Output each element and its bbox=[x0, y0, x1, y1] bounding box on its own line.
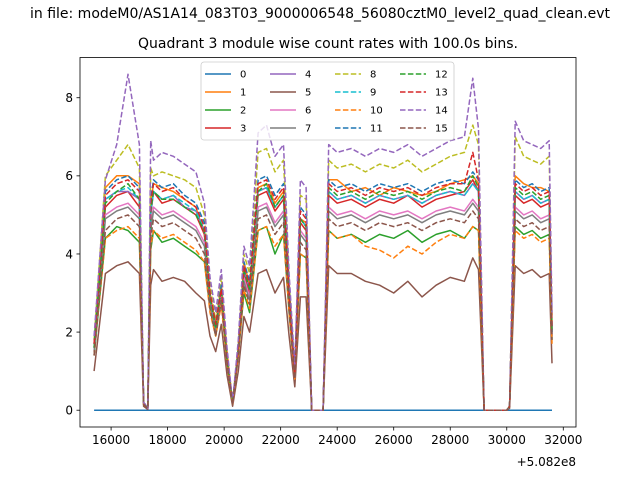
axes-frame bbox=[79, 57, 577, 428]
y-tick-label: 0 bbox=[65, 404, 73, 418]
legend-label-11: 11 bbox=[370, 124, 383, 135]
tick-layer: 16000 18000 20000 22000 24000 26000 28000 30000… bbox=[65, 91, 582, 447]
legend-label-4: 4 bbox=[305, 70, 311, 81]
x-tick-label: 32000 bbox=[544, 433, 582, 447]
x-tick-label: 22000 bbox=[262, 433, 300, 447]
y-tick-label: 8 bbox=[65, 91, 73, 105]
legend-label-0: 0 bbox=[240, 70, 246, 81]
x-tick-label: 20000 bbox=[205, 433, 243, 447]
figure-suptitle: in file: modeM0/AS1A14_083T03_9000006548… bbox=[29, 6, 610, 22]
series-15-line bbox=[93, 210, 553, 411]
x-tick-label: 18000 bbox=[149, 433, 187, 447]
legend-label-14: 14 bbox=[435, 106, 448, 117]
legend-frame bbox=[200, 61, 455, 141]
y-tick-label: 6 bbox=[65, 169, 73, 183]
x-tick-label: 28000 bbox=[431, 433, 469, 447]
x-tick-label: 16000 bbox=[92, 433, 130, 447]
y-tick-label: 4 bbox=[65, 247, 73, 261]
x-offset-label: +5.082e8 bbox=[517, 455, 576, 469]
legend-label-3: 3 bbox=[240, 124, 246, 135]
legend-label-7: 7 bbox=[305, 124, 311, 135]
x-tick-label: 26000 bbox=[375, 433, 413, 447]
legend-label-8: 8 bbox=[370, 70, 376, 81]
axes-title: Quadrant 3 module wise count rates with … bbox=[138, 36, 518, 52]
series-layer bbox=[93, 73, 553, 411]
legend-label-13: 13 bbox=[435, 88, 448, 99]
x-tick-label: 30000 bbox=[488, 433, 526, 447]
legend-label-15: 15 bbox=[435, 124, 448, 135]
legend-label-12: 12 bbox=[435, 70, 448, 81]
series-8-line bbox=[93, 124, 553, 411]
legend-label-5: 5 bbox=[305, 88, 311, 99]
legend-label-1: 1 bbox=[240, 88, 246, 99]
legend-label-2: 2 bbox=[240, 106, 246, 117]
y-tick-label: 2 bbox=[65, 325, 73, 339]
legend-label-6: 6 bbox=[305, 106, 311, 117]
x-tick-label: 24000 bbox=[318, 433, 356, 447]
series-14-line bbox=[93, 73, 553, 411]
legend-label-9: 9 bbox=[370, 88, 376, 99]
legend-label-10: 10 bbox=[370, 106, 383, 117]
